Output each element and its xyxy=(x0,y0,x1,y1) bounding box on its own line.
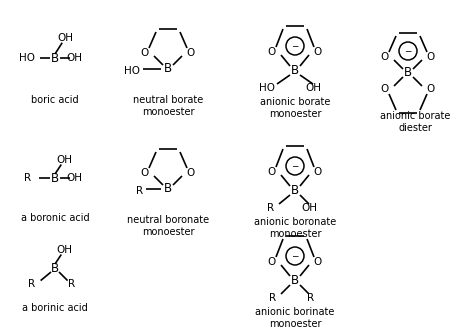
Text: anionic borate
diester: anionic borate diester xyxy=(380,111,450,133)
Text: O: O xyxy=(314,167,322,177)
Text: R: R xyxy=(25,173,32,183)
Text: R: R xyxy=(269,293,276,303)
Text: O: O xyxy=(427,84,435,94)
Text: −: − xyxy=(292,161,299,171)
Text: O: O xyxy=(268,257,276,267)
Text: R: R xyxy=(28,279,35,289)
Text: O: O xyxy=(187,168,195,178)
Text: R: R xyxy=(137,186,144,196)
Text: O: O xyxy=(268,47,276,57)
Text: neutral boronate
monoester: neutral boronate monoester xyxy=(127,215,209,237)
Text: OH: OH xyxy=(305,83,321,93)
Text: O: O xyxy=(268,167,276,177)
Text: OH: OH xyxy=(56,155,72,165)
Text: O: O xyxy=(314,47,322,57)
Text: R: R xyxy=(68,279,75,289)
Text: B: B xyxy=(51,52,59,65)
Text: a boronic acid: a boronic acid xyxy=(21,213,89,223)
Text: B: B xyxy=(164,183,172,196)
Text: O: O xyxy=(141,168,149,178)
Text: B: B xyxy=(164,63,172,75)
Text: B: B xyxy=(404,67,412,79)
Text: B: B xyxy=(51,172,59,185)
Text: R: R xyxy=(308,293,315,303)
Text: B: B xyxy=(291,273,299,286)
Text: OH: OH xyxy=(67,53,83,63)
Text: boric acid: boric acid xyxy=(31,95,79,105)
Text: anionic boronate
monoester: anionic boronate monoester xyxy=(254,217,336,239)
Text: O: O xyxy=(314,257,322,267)
Text: O: O xyxy=(381,52,389,62)
Text: O: O xyxy=(381,84,389,94)
Text: OH: OH xyxy=(67,173,83,183)
Text: B: B xyxy=(51,262,59,274)
Text: OH: OH xyxy=(301,203,317,213)
Text: −: − xyxy=(292,252,299,261)
Text: −: − xyxy=(292,42,299,51)
Text: B: B xyxy=(291,184,299,197)
Text: HO: HO xyxy=(19,53,35,63)
Text: anionic borinate
monoester: anionic borinate monoester xyxy=(255,307,335,329)
Text: O: O xyxy=(427,52,435,62)
Text: HO: HO xyxy=(259,83,275,93)
Text: O: O xyxy=(187,48,195,58)
Text: O: O xyxy=(141,48,149,58)
Text: R: R xyxy=(267,203,274,213)
Text: B: B xyxy=(291,64,299,76)
Text: neutral borate
monoester: neutral borate monoester xyxy=(133,95,203,117)
Text: HO: HO xyxy=(124,66,140,76)
Text: OH: OH xyxy=(56,245,72,255)
Text: anionic borate
monoester: anionic borate monoester xyxy=(260,97,330,119)
Text: OH: OH xyxy=(57,33,73,43)
Text: a borinic acid: a borinic acid xyxy=(22,303,88,313)
Text: −: − xyxy=(404,47,412,56)
